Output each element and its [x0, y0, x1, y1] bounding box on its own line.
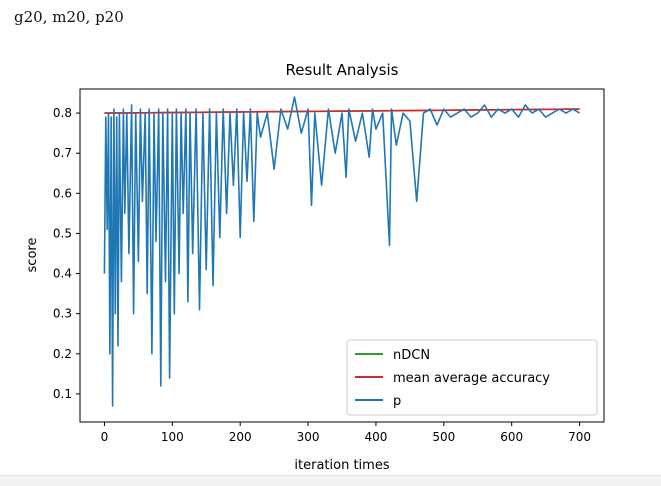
x-tick-label: 700 — [568, 430, 591, 444]
y-axis-label: score — [25, 238, 40, 273]
figure-caption: g20, m20, p20 — [14, 8, 124, 26]
x-tick-label: 300 — [297, 430, 320, 444]
y-ticks: 0.1 0.2 0.3 0.4 0.5 0.6 0.7 0.8 — [53, 106, 80, 401]
chart-title: Result Analysis — [286, 61, 399, 79]
x-tick-label: 400 — [364, 430, 387, 444]
x-ticks: 0 100 200 300 400 500 600 700 — [101, 422, 591, 444]
x-tick-label: 600 — [500, 430, 523, 444]
legend: nDCN mean average accuracy p — [346, 339, 598, 416]
y-tick-label: 0.2 — [53, 347, 72, 361]
y-tick-label: 0.6 — [53, 186, 72, 200]
legend-label: mean average accuracy — [393, 371, 550, 386]
y-tick-label: 0.1 — [53, 387, 72, 401]
y-tick-label: 0.8 — [53, 106, 72, 120]
x-axis-label: iteration times — [294, 458, 389, 473]
legend-label: p — [393, 394, 401, 409]
y-tick-label: 0.3 — [53, 307, 72, 321]
x-tick-label: 100 — [161, 430, 184, 444]
x-tick-label: 0 — [101, 430, 109, 444]
legend-box — [346, 339, 598, 416]
legend-label: nDCN — [393, 348, 430, 363]
y-tick-label: 0.7 — [53, 146, 72, 160]
plot-lines — [103, 96, 581, 407]
x-tick-label: 200 — [229, 430, 252, 444]
y-tick-label: 0.4 — [53, 267, 72, 281]
series-line-p — [103, 96, 581, 407]
plot-frame — [79, 88, 605, 423]
y-tick-label: 0.5 — [53, 226, 72, 240]
bottom-strip — [0, 475, 661, 486]
x-tick-label: 500 — [432, 430, 455, 444]
